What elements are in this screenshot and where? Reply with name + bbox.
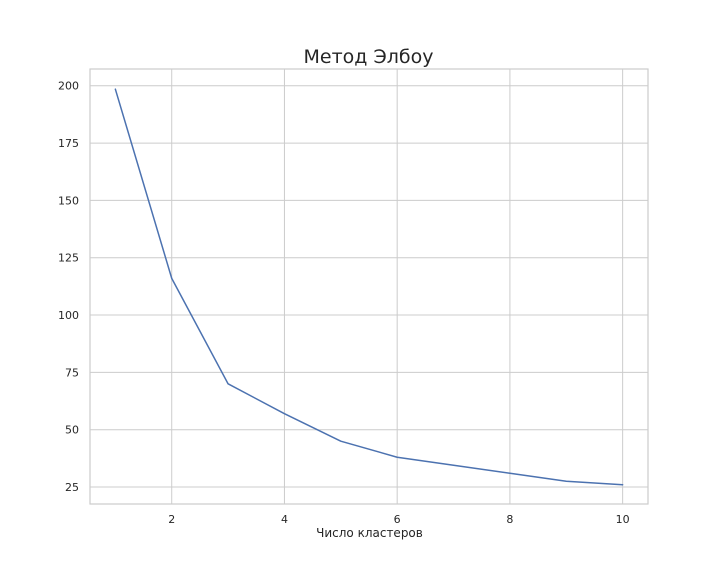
series	[115, 89, 622, 485]
x-tick-label: 8	[506, 513, 513, 526]
y-tick-label: 75	[65, 366, 79, 379]
y-tick-label: 125	[58, 252, 79, 265]
y-tick-label: 100	[58, 309, 79, 322]
y-tick-label: 150	[58, 194, 79, 207]
x-tick-label: 6	[394, 513, 401, 526]
grid	[90, 69, 648, 504]
y-tick-label: 50	[65, 424, 79, 437]
x-axis-label: Число кластеров	[316, 526, 423, 540]
x-tick-label: 10	[616, 513, 630, 526]
y-tick-label: 200	[58, 80, 79, 93]
series-line	[115, 89, 622, 485]
y-tick-label: 175	[58, 137, 79, 150]
x-tick-label: 2	[168, 513, 175, 526]
y-tick-label: 25	[65, 481, 79, 494]
tick-labels: 2 4 6 8 10 25 50 75 100 125 150 175 200	[58, 80, 630, 526]
plot-frame	[90, 69, 648, 504]
x-tick-label: 4	[281, 513, 288, 526]
chart-title: Метод Элбоу	[304, 46, 434, 68]
